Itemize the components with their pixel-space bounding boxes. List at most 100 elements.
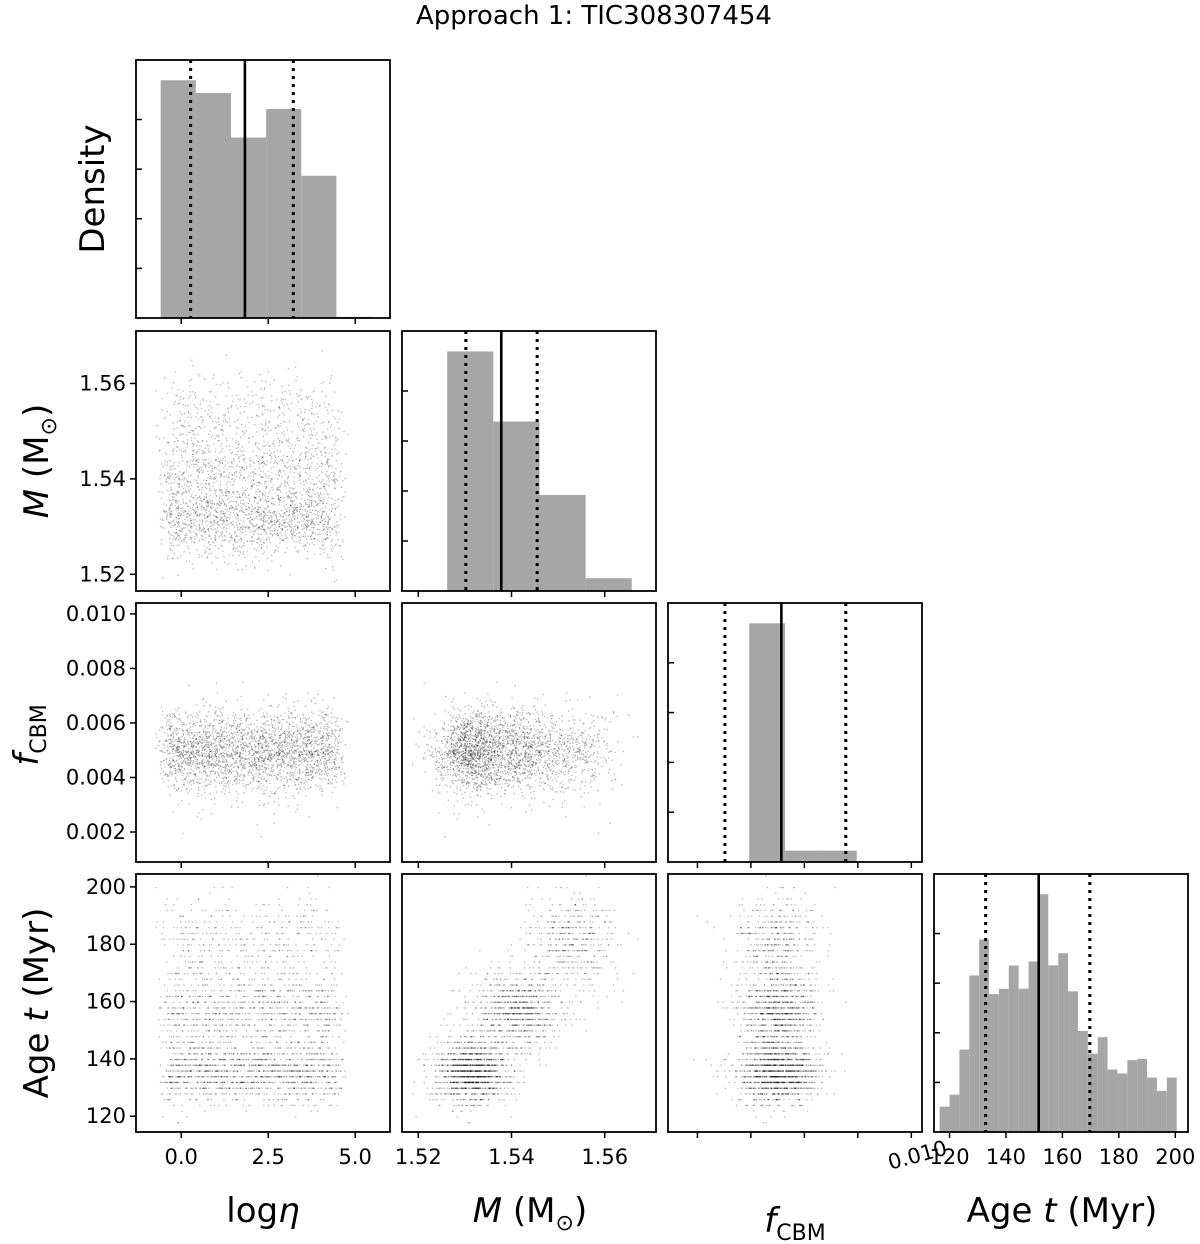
- scatter-point: [293, 733, 295, 735]
- scatter-point: [225, 420, 227, 423]
- scatter-point: [297, 527, 299, 530]
- scatter-point: [283, 761, 285, 764]
- scatter-point: [306, 467, 308, 469]
- scatter-point: [221, 721, 224, 723]
- scatter-point: [338, 766, 340, 769]
- scatter-point: [326, 461, 329, 463]
- scatter-point: [307, 498, 309, 500]
- scatter-point: [314, 702, 317, 705]
- scatter-point: [212, 377, 214, 380]
- scatter-point: [167, 753, 169, 755]
- scatter-point: [332, 546, 334, 548]
- scatter-point: [222, 527, 224, 529]
- scatter-point: [243, 457, 246, 459]
- scatter-point: [236, 496, 239, 498]
- scatter-point: [285, 737, 287, 739]
- scatter-point: [185, 536, 187, 539]
- scatter-point: [204, 746, 206, 748]
- scatter-point: [307, 423, 309, 425]
- scatter-point: [213, 520, 215, 522]
- scatter-point: [257, 538, 259, 540]
- scatter-point: [316, 750, 318, 752]
- scatter-point: [181, 724, 183, 726]
- panel-frame: [135, 330, 391, 592]
- scatter-point: [242, 487, 244, 489]
- scatter-point: [225, 492, 227, 494]
- scatter-point: [213, 720, 215, 722]
- scatter-point: [333, 479, 335, 481]
- scatter-point: [184, 449, 186, 451]
- scatter-point: [210, 734, 212, 736]
- scatter-point: [294, 758, 296, 760]
- scatter-point: [245, 526, 247, 528]
- scatter-point: [236, 505, 238, 507]
- scatter-point: [248, 752, 251, 754]
- scatter-point: [242, 735, 244, 737]
- scatter-point: [209, 724, 211, 726]
- scatter-point: [225, 761, 228, 763]
- scatter-point: [208, 775, 210, 777]
- scatter-point: [229, 781, 231, 783]
- scatter-point: [170, 522, 172, 524]
- scatter-point: [294, 444, 296, 446]
- scatter-point: [250, 782, 252, 784]
- scatter-point: [242, 492, 244, 494]
- scatter-point: [235, 775, 237, 778]
- scatter-point: [189, 726, 192, 728]
- scatter-point: [218, 743, 220, 745]
- scatter-point: [279, 515, 282, 517]
- scatter-point: [322, 699, 324, 701]
- scatter-point: [209, 548, 211, 550]
- scatter-point: [275, 760, 278, 762]
- scatter-point: [218, 505, 221, 507]
- scatter-point: [201, 738, 203, 740]
- scatter-point: [171, 773, 173, 775]
- scatter-point: [261, 396, 264, 399]
- scatter-point: [168, 775, 170, 777]
- scatter-point: [183, 541, 185, 543]
- scatter-point: [220, 473, 222, 475]
- scatter-point: [311, 770, 314, 773]
- scatter-point: [202, 459, 204, 461]
- scatter-point: [220, 745, 222, 747]
- scatter-point: [186, 757, 188, 759]
- scatter-point: [309, 764, 311, 766]
- scatter-point: [325, 750, 327, 752]
- scatter-point: [311, 711, 313, 713]
- scatter-point: [178, 515, 180, 517]
- scatter-point: [297, 730, 299, 732]
- scatter-point: [305, 479, 307, 481]
- scatter-point: [159, 764, 162, 766]
- scatter-point: [285, 755, 287, 757]
- scatter-point: [283, 752, 285, 754]
- scatter-point: [245, 718, 248, 720]
- scatter-point: [325, 732, 328, 734]
- scatter-point: [199, 771, 201, 774]
- scatter-point: [302, 515, 304, 517]
- scatter-point: [267, 724, 269, 726]
- scatter-point: [204, 732, 206, 734]
- scatter-point: [240, 371, 242, 373]
- scatter-point: [332, 766, 334, 768]
- scatter-point: [221, 734, 223, 737]
- scatter-point: [314, 729, 316, 731]
- scatter-point: [160, 761, 162, 763]
- scatter-point: [178, 768, 181, 771]
- scatter-point: [307, 756, 309, 758]
- scatter-point: [224, 534, 226, 536]
- scatter-point: [225, 768, 227, 770]
- scatter-point: [277, 751, 279, 753]
- scatter-point: [279, 752, 281, 754]
- scatter-point: [205, 741, 207, 744]
- scatter-point: [189, 722, 192, 724]
- scatter-point: [221, 533, 224, 535]
- scatter-point: [297, 764, 300, 766]
- scatter-point: [327, 537, 329, 539]
- scatter-point: [273, 529, 275, 531]
- scatter-point: [168, 759, 171, 762]
- scatter-point: [225, 475, 227, 477]
- scatter-point: [309, 457, 311, 459]
- scatter-point: [209, 741, 212, 743]
- scatter-point: [331, 754, 334, 757]
- scatter-point: [324, 488, 326, 490]
